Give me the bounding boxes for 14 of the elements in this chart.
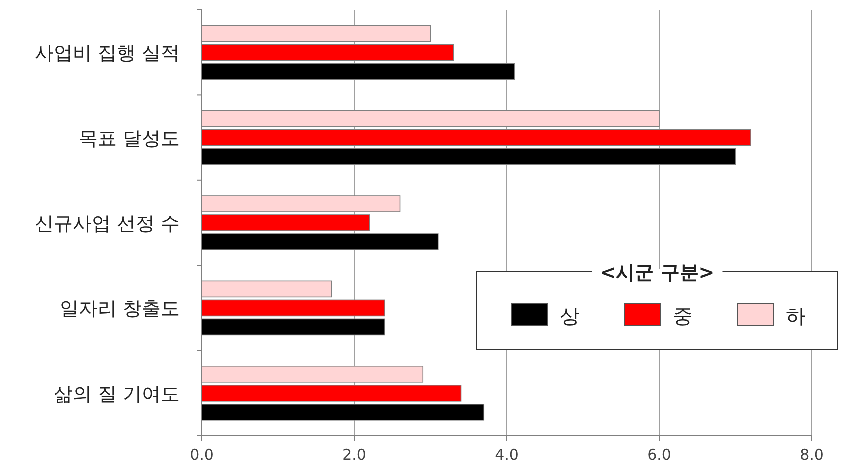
x-tick-label: 2.0 — [342, 446, 366, 464]
x-tick-label: 6.0 — [648, 446, 672, 464]
x-tick-label: 8.0 — [800, 446, 824, 464]
y-tick-label: 신규사업 선정 수 — [34, 213, 180, 235]
legend-title: <시군 구분> — [600, 262, 715, 284]
x-tick-label: 4.0 — [495, 446, 519, 464]
legend-label: 상 — [560, 304, 580, 328]
y-tick-label: 사업비 집행 실적 — [34, 42, 180, 65]
y-tick-label: 삶의 질 기여도 — [54, 383, 180, 406]
x-tick-label: 0.0 — [190, 446, 214, 464]
y-tick-label: 목표 달성도 — [78, 128, 180, 150]
y-tick-label: 일자리 창출도 — [60, 298, 180, 320]
legend-label: 중 — [673, 304, 693, 328]
legend-label: 하 — [786, 304, 806, 328]
